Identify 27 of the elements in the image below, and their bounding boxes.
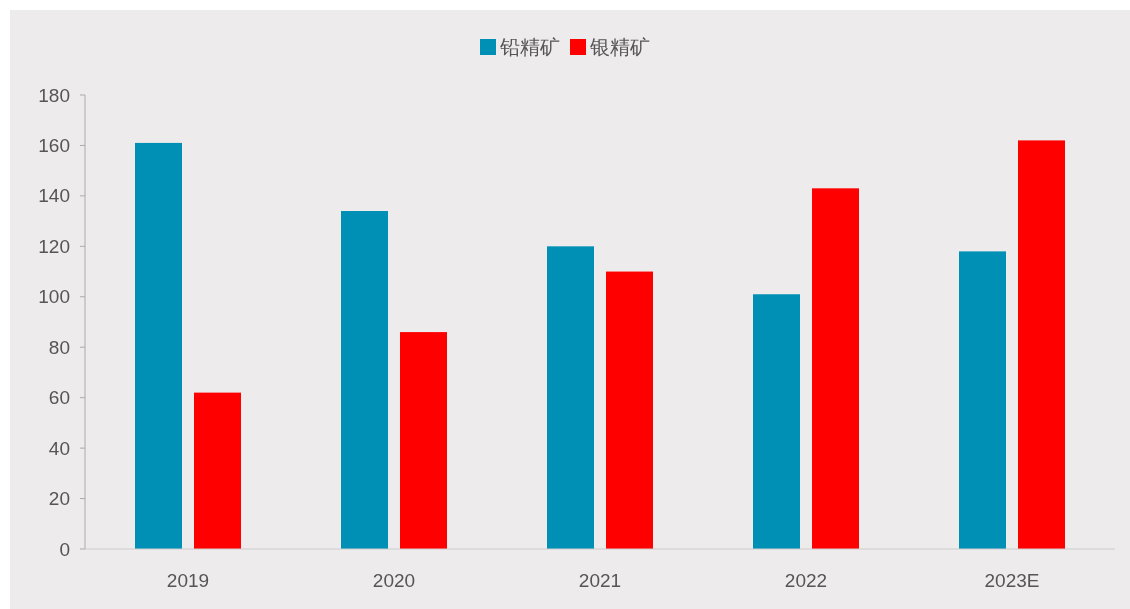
y-tick-label: 40	[48, 437, 70, 459]
y-tick-label: 0	[59, 538, 70, 560]
bar	[1018, 140, 1065, 549]
bar	[135, 142, 182, 549]
y-tick-label: 60	[48, 387, 70, 409]
x-tick-label: 2023E	[984, 569, 1040, 591]
y-tick-label: 160	[38, 134, 70, 156]
y-tick-label: 140	[38, 185, 70, 207]
x-tick-label: 2022	[784, 569, 828, 591]
bar	[606, 271, 653, 549]
legend-label: 铅精矿	[499, 36, 560, 58]
bar	[547, 246, 594, 549]
y-tick-label: 100	[38, 286, 70, 308]
x-tick-label: 2021	[578, 569, 622, 591]
legend-label: 银精矿	[589, 36, 650, 58]
bar	[812, 188, 859, 549]
y-tick-label: 80	[48, 336, 70, 358]
y-tick-label: 180	[38, 84, 70, 106]
y-tick-label: 120	[38, 235, 70, 257]
bar	[959, 251, 1006, 549]
bar	[753, 294, 800, 549]
bar	[194, 392, 241, 549]
bar	[341, 211, 388, 549]
y-tick-label: 20	[48, 488, 70, 510]
x-tick-label: 2019	[166, 569, 210, 591]
bar	[400, 332, 447, 549]
x-tick-label: 2020	[372, 569, 416, 591]
